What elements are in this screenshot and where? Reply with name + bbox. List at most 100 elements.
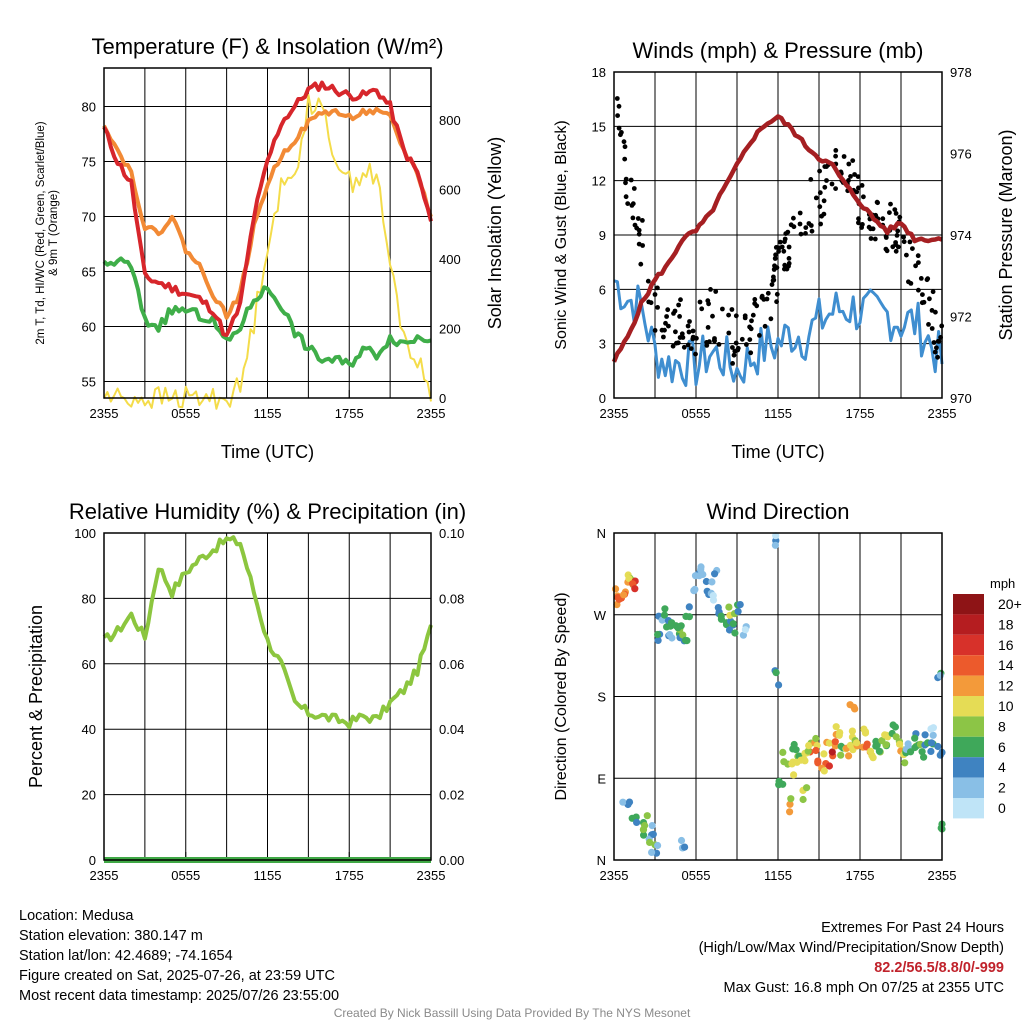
direction-point [873,741,881,749]
gust-point [655,305,660,310]
gust-point [848,174,853,179]
series-line-sonic-wind [613,279,944,387]
gust-point [636,241,642,247]
direction-point [646,838,654,847]
gust-point [797,221,803,227]
y-tick-label: 12 [592,174,606,189]
y-tick-label: E [597,771,606,786]
gust-point [866,224,872,230]
gust-point [677,335,683,340]
legend-title: mph [990,576,1015,591]
direction-point [812,746,820,755]
direction-point [911,734,919,742]
direction-point [927,739,936,747]
gust-point [933,309,938,315]
gust-point [733,313,739,319]
gust-point [786,256,792,261]
y-axis-label: Sonic Wind & Gust (Blue, Black) [553,120,570,349]
gust-point [932,349,938,355]
direction-point [828,748,836,756]
y-axis-label: Direction (Colored By Speed) [553,592,570,800]
x-tick-label: 1755 [335,406,364,421]
direction-point [632,813,640,821]
gust-point [920,292,925,297]
gust-point [681,344,687,350]
gust-point [679,331,685,337]
y-right-tick-label: 0.06 [439,657,464,672]
direction-point [679,631,687,639]
direction-point [625,798,634,806]
y-right-axis-label: Solar Insolation (Yellow) [485,137,505,329]
x-tick-label: 1155 [254,868,282,883]
y-tick-label: N [597,853,606,868]
gust-point [708,287,713,292]
direction-point [825,762,834,770]
direction-point [682,636,690,644]
x-tick-label: 2355 [90,406,119,421]
gust-point [890,244,896,250]
gust-point [774,265,780,270]
legend-label: 8 [998,718,1006,734]
direction-point [832,723,840,731]
gust-point [664,314,669,319]
gust-point [930,289,936,295]
gust-point [757,333,762,338]
gust-point [931,340,937,345]
legend-label: 20+ [998,596,1022,612]
gust-point [750,312,756,318]
direction-point [619,798,627,806]
direction-point [625,574,633,583]
gust-point [822,184,828,190]
y-tick-label: 18 [592,65,606,80]
y-right-tick-label: 972 [950,310,972,325]
y-right-tick-label: 970 [950,391,972,406]
y-tick-label: N [597,526,606,541]
station-info: Location: Medusa Station elevation: 380.… [19,906,339,1006]
gust-point [622,156,628,162]
gust-point [782,262,788,268]
direction-point [896,740,904,748]
gust-point [929,326,935,331]
direction-point [936,671,944,680]
gust-point [786,263,791,269]
direction-point [907,748,915,756]
legend-label: 2 [998,780,1006,796]
direction-point [927,747,935,756]
gust-point [747,337,753,342]
legend-label: 18 [998,616,1014,632]
gust-point [829,181,835,187]
gust-point [685,323,691,329]
direction-point [708,578,716,586]
direction-point [892,733,900,741]
gust-point [631,186,637,191]
legend-swatch [953,655,984,676]
gust-point [677,314,682,319]
y-tick-label: 20 [82,788,96,803]
data-timestamp: Most recent data timestamp: 2025/07/26 2… [19,988,340,1004]
gust-point [813,195,819,201]
x-tick-label: 1155 [764,868,792,883]
direction-point [866,747,875,755]
max-gust: Max Gust: 16.8 mph On 07/25 at 2355 UTC [723,980,1004,996]
x-tick-label: 2355 [928,406,957,421]
direction-point [612,585,620,593]
gust-point [901,234,906,240]
gust-point [833,186,838,192]
gust-point [875,200,880,206]
gust-point [924,277,930,283]
gust-point [636,231,642,237]
y-right-tick-label: 974 [950,228,972,243]
direction-point [681,843,689,851]
gust-point [934,345,939,351]
gust-point [817,204,823,210]
gust-point [887,210,892,216]
direction-point [780,758,788,766]
x-tick-label: 0555 [171,868,200,883]
gust-point [824,164,829,170]
direction-point [934,742,942,751]
y-right-tick-label: 0 [439,391,446,406]
gust-point [655,285,660,291]
gust-point [773,252,778,258]
series-line-2m-t [102,80,433,337]
gust-point [777,239,783,245]
